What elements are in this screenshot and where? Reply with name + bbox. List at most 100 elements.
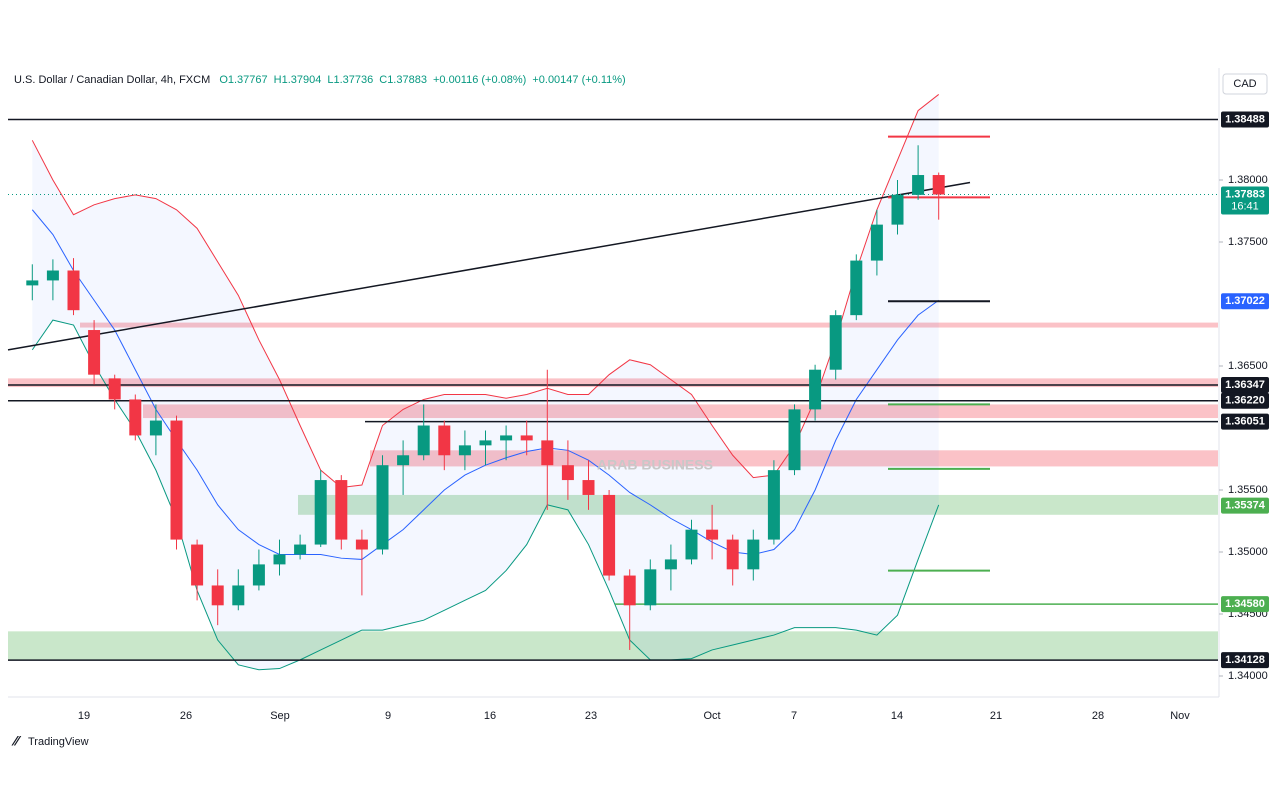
candle-body xyxy=(850,260,863,316)
level-tag: 1.38488 xyxy=(1225,113,1265,125)
candle-body xyxy=(603,494,616,576)
candle-body xyxy=(376,465,389,550)
candle-body xyxy=(149,420,162,436)
level-tag: 1.34580 xyxy=(1225,598,1265,610)
candle-body xyxy=(479,440,492,446)
x-tick-label: 16 xyxy=(484,710,496,722)
candle-body xyxy=(314,480,327,545)
x-tick-label: 19 xyxy=(78,710,90,722)
candle-body xyxy=(623,575,636,606)
x-tick-label: Sep xyxy=(270,710,290,722)
currency-box xyxy=(1222,73,1268,95)
candle-body xyxy=(747,539,760,570)
candle-body xyxy=(788,409,801,471)
branding: TradingView xyxy=(28,736,89,748)
candle-body xyxy=(458,445,471,456)
candle-body xyxy=(67,270,80,311)
candle-body xyxy=(582,480,595,495)
y-tick-label: 1.36500 xyxy=(1228,360,1268,372)
candle-body xyxy=(211,585,224,606)
candle-body xyxy=(191,544,204,586)
candle-body xyxy=(294,544,307,555)
candle-body xyxy=(767,470,780,540)
candle-body xyxy=(664,559,677,570)
x-tick-label: Nov xyxy=(1170,710,1190,722)
ohlc-value: +0.00147 (+0.11%) xyxy=(532,74,626,86)
zone xyxy=(143,404,1218,419)
candle-body xyxy=(108,378,121,400)
y-tick-label: 1.34000 xyxy=(1228,670,1268,682)
candle-body xyxy=(520,435,533,441)
candle-body xyxy=(252,564,265,586)
candle-body xyxy=(232,585,245,606)
candle-body xyxy=(644,569,657,606)
candle-body xyxy=(932,175,945,195)
candle-body xyxy=(397,455,410,466)
y-tick-label: 1.35000 xyxy=(1228,546,1268,558)
x-tick-label: 26 xyxy=(180,710,192,722)
candle-body xyxy=(129,399,142,436)
level-tag-bg xyxy=(1221,392,1269,409)
candle-body xyxy=(891,194,904,225)
y-tick-label: 1.38000 xyxy=(1228,174,1268,186)
watermark: ARAB BUSINESS xyxy=(597,457,713,473)
level-tag-bg xyxy=(1221,376,1269,393)
trendline xyxy=(7,181,971,351)
candle-body xyxy=(870,224,883,261)
y-tick-label: 1.35500 xyxy=(1228,484,1268,496)
candle-body xyxy=(273,554,286,565)
band-lower xyxy=(31,319,940,671)
candle-body xyxy=(809,369,822,410)
zone xyxy=(8,378,1218,388)
candle-body xyxy=(438,425,451,456)
currency: CAD xyxy=(1233,78,1256,90)
header: U.S. Dollar / Canadian Dollar, 4h, FXCM … xyxy=(14,74,632,86)
x-tick-label: 21 xyxy=(990,710,1002,722)
marker-tag-bg xyxy=(1221,293,1269,310)
zone-tag: 1.35374 xyxy=(1225,500,1266,512)
level-tag: 1.36051 xyxy=(1225,416,1265,428)
candle-body xyxy=(417,425,430,456)
band-upper xyxy=(31,94,940,489)
level-tag-bg xyxy=(1221,111,1269,128)
x-tick-label: 9 xyxy=(385,710,391,722)
zone xyxy=(298,494,1218,515)
x-tick-label: 23 xyxy=(585,710,597,722)
level-tag: 1.36220 xyxy=(1225,395,1265,407)
candle-body xyxy=(561,465,574,481)
ohlc-value: H1.37904 xyxy=(273,74,322,86)
candle-body xyxy=(500,435,513,441)
zone xyxy=(8,631,1218,660)
candle-body xyxy=(726,539,739,570)
plot xyxy=(7,94,1218,671)
x-tick-label: 14 xyxy=(891,710,903,722)
last-price-tag: 1.37883 xyxy=(1225,188,1265,200)
candle-body xyxy=(541,440,554,466)
ohlc-value: +0.00116 (+0.08%) xyxy=(432,74,527,86)
level-tag: 1.36347 xyxy=(1225,379,1265,391)
x-tick-label: 7 xyxy=(791,710,797,722)
candle-body xyxy=(335,480,348,540)
logo-mark: ⁄⁄ xyxy=(11,733,21,749)
level-tag: 1.34128 xyxy=(1225,654,1265,666)
candle-body xyxy=(912,175,925,195)
candle-body xyxy=(26,280,39,286)
marker-tag: 1.37022 xyxy=(1225,295,1265,307)
x-tick-label: Oct xyxy=(703,710,720,722)
y-tick-label: 1.37500 xyxy=(1228,236,1268,248)
level-tag-bg xyxy=(1221,413,1269,430)
candle-body xyxy=(170,420,183,540)
level-tag-bg xyxy=(1221,596,1269,613)
candle-body xyxy=(706,529,719,540)
x-tick-label: 28 xyxy=(1092,710,1104,722)
ohlc-value: L1.37736 xyxy=(327,74,374,86)
last-price-tag-countdown: 16:41 xyxy=(1231,200,1259,212)
candle-body xyxy=(46,270,59,281)
ohlc-value: O1.37767 xyxy=(219,74,268,86)
zone xyxy=(80,322,1218,328)
ohlc-value: C1.37883 xyxy=(379,74,427,86)
level-tag-bg xyxy=(1221,652,1269,669)
